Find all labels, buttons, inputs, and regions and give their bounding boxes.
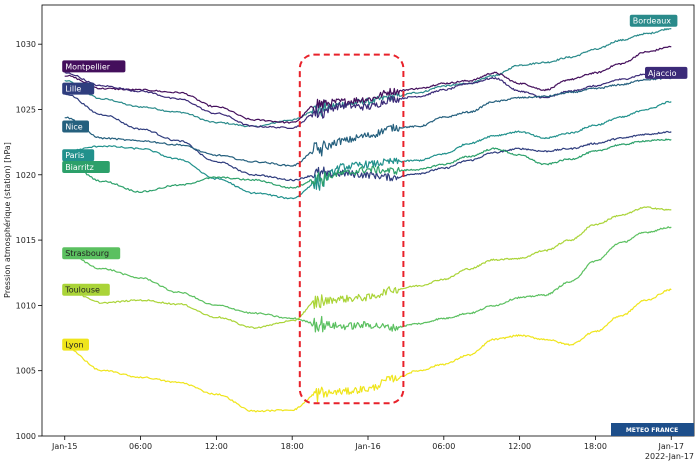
series-line-ajaccio [64,69,672,129]
series-line-bordeaux [64,27,672,128]
station-label-text: Lille [65,85,81,94]
y-axis: 1000 1005 1010 1015 1020 1025 1030 [16,40,42,441]
station-label-strasbourg: Strasbourg [62,247,121,260]
station-label-background [62,161,110,173]
station-label-background [62,247,121,260]
series-line-strasbourg [64,226,672,333]
station-label-paris: Paris [62,149,95,162]
station-label-background [62,120,89,133]
station-label-montpellier: Montpellier [62,60,126,73]
series-line-toulouse [64,206,672,329]
station-label-background [62,149,95,162]
x-tick-label: Jan-16 [354,442,380,451]
station-label-biarritz: Biarritz [62,161,110,173]
station-label-text: Montpellier [65,62,111,71]
station-label-text: Biarritz [65,163,94,172]
x-axis: Jan-15 06:00 12:00 18:00 Jan-16 06:00 12:00 18:… [51,436,684,451]
y-tick-label: 1030 [16,40,36,49]
y-tick-label: 1010 [16,301,36,310]
series-line-montpellier [64,45,672,124]
y-tick-label: 1005 [16,367,36,376]
station-label-background [62,283,110,296]
station-label-background [62,338,89,351]
x-tick-label: 06:00 [432,442,455,451]
station-label-background [645,66,688,79]
x-axis-offset-label: 2022-Jan-17 [645,452,694,461]
x-tick-label: 12:00 [508,442,531,451]
series-line-paris [64,100,672,200]
logo-background [611,423,694,436]
station-label-text: Toulouse [64,286,100,295]
series-line-biarritz [64,138,672,193]
station-label-lyon: Lyon [62,338,89,351]
station-label-text: Paris [65,151,84,160]
meteo-france-logo: METEO FRANCE [611,423,694,436]
series-line-nice [64,77,672,167]
station-label-text: Bordeaux [633,17,672,26]
station-label-text: Ajaccio [648,69,677,78]
station-label-text: Nice [65,123,83,132]
series-line-lyon [64,288,672,413]
station-label-background [62,60,126,73]
station-label-lille: Lille [62,82,95,95]
y-tick-label: 1020 [16,171,36,180]
station-label-nice: Nice [62,120,89,133]
station-label-text: Lyon [65,341,83,350]
x-tick-label: 18:00 [584,442,607,451]
y-tick-label: 1025 [16,105,36,114]
x-tick-label: Jan-17 [658,442,684,451]
station-label-background [629,14,678,27]
x-tick-label: 18:00 [281,442,304,451]
x-tick-label: 06:00 [129,442,152,451]
x-tick-label: Jan-15 [51,442,77,451]
label-layer: Bordeaux Montpellier Ajaccio Lille Nice Paris… [62,14,688,351]
y-axis-title: Pression atmosphérique (station) [hPa] [2,142,12,298]
station-label-text: Strasbourg [65,249,109,258]
series-layer [64,27,672,413]
y-tick-label: 1000 [16,432,36,441]
station-label-background [62,82,95,95]
y-tick-label: 1015 [16,236,36,245]
station-label-toulouse: Toulouse [62,283,110,296]
logo-text: METEO FRANCE [626,427,678,434]
station-label-bordeaux: Bordeaux [629,14,678,27]
station-label-ajaccio: Ajaccio [645,66,688,79]
x-tick-label: 12:00 [205,442,228,451]
